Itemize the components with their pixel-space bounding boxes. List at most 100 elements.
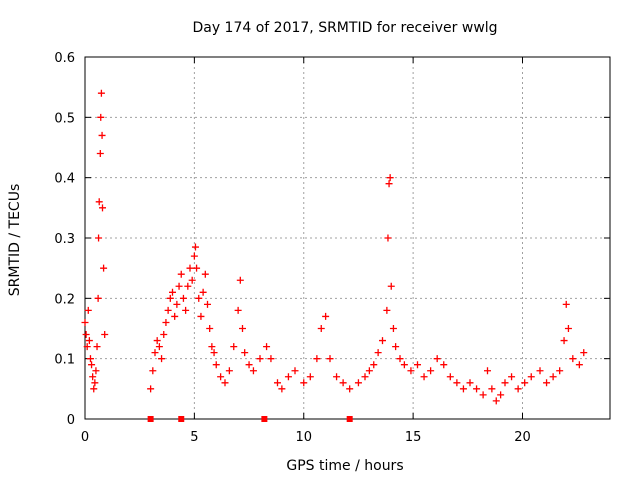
- data-point: [370, 361, 378, 369]
- data-point: [466, 379, 474, 387]
- data-point: [389, 325, 397, 332]
- data-point: [274, 379, 281, 387]
- data-point: [313, 355, 321, 363]
- data-point: [201, 270, 209, 278]
- data-point: [549, 373, 557, 381]
- x-tick-label: 5: [190, 430, 198, 445]
- data-point: [361, 373, 369, 381]
- data-point: [354, 379, 362, 387]
- data-point: [508, 373, 516, 381]
- data-point: [155, 343, 163, 351]
- data-point: [300, 379, 308, 387]
- data-point: [333, 373, 341, 381]
- x-axis-label: GPS time / hours: [286, 458, 403, 474]
- data-point: [374, 349, 382, 357]
- data-point: [326, 355, 334, 363]
- data-point: [492, 397, 500, 405]
- data-point: [278, 385, 286, 393]
- data-point: [322, 312, 330, 320]
- data-point: [365, 367, 373, 375]
- data-point: [263, 343, 271, 351]
- data-point: [164, 306, 172, 314]
- data-point: [149, 367, 157, 375]
- data-point: [473, 385, 481, 393]
- data-point: [427, 367, 435, 375]
- data-point: [400, 361, 408, 369]
- data-point: [249, 367, 257, 375]
- data-point: [580, 349, 588, 357]
- data-point: [383, 306, 391, 314]
- data-point: [521, 379, 529, 387]
- data-point: [386, 174, 394, 182]
- gap-marker: [178, 416, 185, 422]
- data-point: [501, 379, 509, 387]
- data-point: [184, 282, 192, 290]
- x-tick-label: 15: [405, 430, 422, 445]
- data-point: [86, 355, 94, 363]
- data-point: [101, 331, 109, 339]
- data-point: [85, 337, 93, 345]
- grid: [85, 57, 610, 419]
- data-point: [556, 367, 564, 375]
- data-point: [241, 349, 249, 357]
- data-point: [175, 282, 183, 290]
- data-point: [575, 361, 583, 369]
- data-point: [98, 131, 106, 139]
- data-point: [160, 331, 168, 339]
- data-point: [171, 312, 179, 320]
- data-point: [514, 385, 522, 393]
- gap-marker: [261, 416, 268, 422]
- data-point: [440, 361, 448, 369]
- data-point: [197, 312, 205, 320]
- data-point: [193, 264, 201, 272]
- data-point: [151, 349, 159, 357]
- data-point: [527, 373, 535, 381]
- data-point: [91, 379, 99, 387]
- x-tick-label: 10: [295, 430, 312, 445]
- data-point: [387, 282, 395, 290]
- data-point: [166, 294, 174, 302]
- data-point: [459, 385, 467, 393]
- data-points: [81, 89, 588, 405]
- data-point: [234, 306, 242, 314]
- data-point: [414, 361, 421, 369]
- data-point: [284, 373, 292, 381]
- data-point: [83, 343, 91, 351]
- data-point: [217, 373, 225, 381]
- x-tick-label: 0: [81, 430, 89, 445]
- data-point: [81, 318, 89, 326]
- data-point: [385, 180, 393, 188]
- data-point: [497, 391, 505, 399]
- data-point: [420, 373, 428, 381]
- data-point: [195, 294, 203, 302]
- data-point: [221, 379, 229, 387]
- data-point: [433, 355, 441, 363]
- data-point: [173, 300, 181, 308]
- data-point: [564, 325, 572, 332]
- data-point: [267, 355, 275, 363]
- data-point: [379, 337, 386, 345]
- y-tick-label: 0.5: [54, 111, 75, 126]
- data-point: [95, 234, 103, 242]
- data-point: [162, 318, 170, 326]
- data-point: [199, 288, 207, 296]
- data-point: [407, 367, 415, 375]
- data-point: [96, 150, 104, 158]
- y-tick-label: 0.3: [54, 232, 75, 247]
- data-point: [179, 294, 187, 302]
- data-point: [317, 325, 325, 332]
- data-point: [177, 270, 185, 278]
- data-point: [291, 367, 299, 375]
- data-point: [100, 264, 108, 272]
- data-point: [392, 343, 400, 351]
- data-point: [206, 325, 214, 332]
- data-point: [94, 294, 102, 302]
- data-point: [182, 306, 190, 314]
- y-tick-label: 0.2: [54, 292, 75, 307]
- data-point: [236, 276, 244, 284]
- data-point: [89, 373, 97, 381]
- data-point: [169, 288, 176, 296]
- data-point: [186, 264, 194, 272]
- data-point: [147, 385, 155, 393]
